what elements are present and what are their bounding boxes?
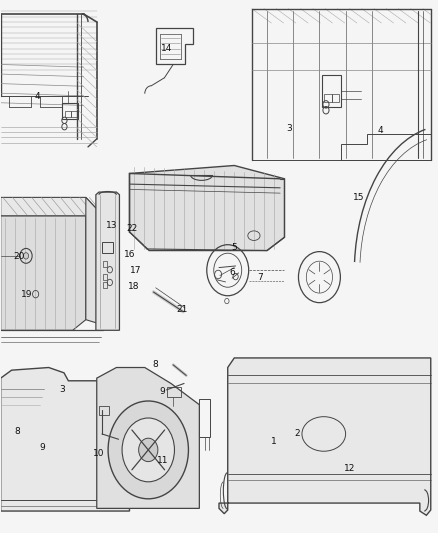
Bar xyxy=(62,103,78,119)
Bar xyxy=(71,111,77,117)
Bar xyxy=(103,282,107,288)
Bar xyxy=(102,241,113,253)
Text: 4: 4 xyxy=(35,92,41,101)
Polygon shape xyxy=(1,216,86,330)
Text: 3: 3 xyxy=(286,124,292,133)
Text: 11: 11 xyxy=(156,456,168,465)
Bar xyxy=(167,387,180,397)
Text: 20: 20 xyxy=(13,253,25,261)
Text: 9: 9 xyxy=(39,443,45,452)
Polygon shape xyxy=(1,368,130,511)
Polygon shape xyxy=(219,358,431,515)
Polygon shape xyxy=(1,197,103,235)
Text: 9: 9 xyxy=(159,387,165,396)
Text: 8: 8 xyxy=(14,427,20,436)
Polygon shape xyxy=(97,368,199,508)
Bar xyxy=(65,111,71,117)
Circle shape xyxy=(108,401,188,499)
Text: 22: 22 xyxy=(126,224,137,233)
Text: 6: 6 xyxy=(229,269,235,277)
Bar xyxy=(321,75,341,107)
Text: 12: 12 xyxy=(344,464,356,473)
Circle shape xyxy=(139,438,158,462)
Circle shape xyxy=(23,253,28,259)
Bar xyxy=(103,261,107,266)
Text: 10: 10 xyxy=(93,449,105,458)
Text: 18: 18 xyxy=(128,282,140,291)
Text: 21: 21 xyxy=(176,304,187,313)
Text: 5: 5 xyxy=(231,244,237,253)
Text: 2: 2 xyxy=(295,430,300,439)
Bar xyxy=(99,406,109,415)
Text: 14: 14 xyxy=(161,44,172,53)
Text: 13: 13 xyxy=(106,221,118,230)
Bar xyxy=(332,94,339,102)
Text: 8: 8 xyxy=(153,360,159,369)
Polygon shape xyxy=(96,192,120,330)
Polygon shape xyxy=(86,197,103,325)
Text: 3: 3 xyxy=(59,385,65,394)
Text: 19: 19 xyxy=(21,289,33,298)
Text: 4: 4 xyxy=(378,126,383,135)
Text: 16: 16 xyxy=(124,251,135,260)
Text: 17: 17 xyxy=(130,266,142,275)
Bar xyxy=(324,94,332,102)
Polygon shape xyxy=(130,165,285,251)
Text: 1: 1 xyxy=(271,438,276,447)
Text: 15: 15 xyxy=(353,193,364,202)
Circle shape xyxy=(122,418,174,482)
Bar xyxy=(103,274,107,280)
Text: 7: 7 xyxy=(258,273,263,281)
Bar xyxy=(199,399,210,437)
